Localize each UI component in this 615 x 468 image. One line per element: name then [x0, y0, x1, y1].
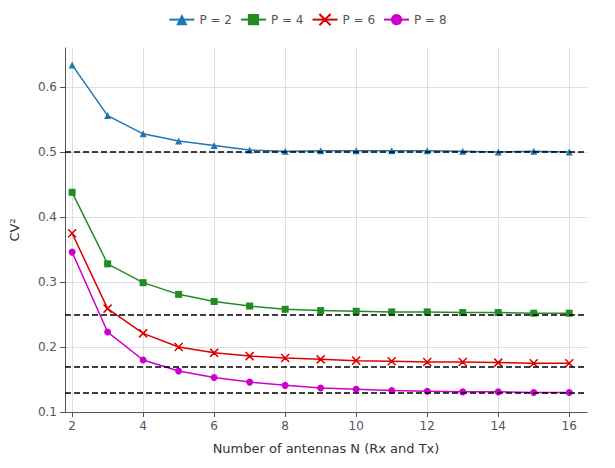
svg-text:0.4: 0.4: [38, 210, 57, 224]
svg-text:Number of antennas N (Rx and T: Number of antennas N (Rx and Tx): [213, 441, 440, 456]
svg-text:4: 4: [139, 419, 147, 433]
svg-text:14: 14: [491, 419, 506, 433]
svg-text:CV²: CV²: [7, 218, 22, 241]
svg-text:0.6: 0.6: [38, 80, 57, 94]
svg-text:0.5: 0.5: [38, 145, 57, 159]
svg-text:P = 2: P = 2: [199, 13, 232, 27]
svg-text:P = 4: P = 4: [271, 13, 304, 27]
svg-text:0.3: 0.3: [38, 275, 57, 289]
svg-text:2: 2: [68, 419, 76, 433]
svg-text:8: 8: [281, 419, 289, 433]
svg-text:P = 8: P = 8: [414, 13, 447, 27]
svg-text:0.1: 0.1: [38, 405, 57, 419]
svg-text:10: 10: [349, 419, 364, 433]
svg-text:12: 12: [420, 419, 435, 433]
svg-text:16: 16: [562, 419, 577, 433]
svg-text:0.2: 0.2: [38, 340, 57, 354]
svg-text:6: 6: [210, 419, 218, 433]
svg-text:P = 6: P = 6: [343, 13, 376, 27]
